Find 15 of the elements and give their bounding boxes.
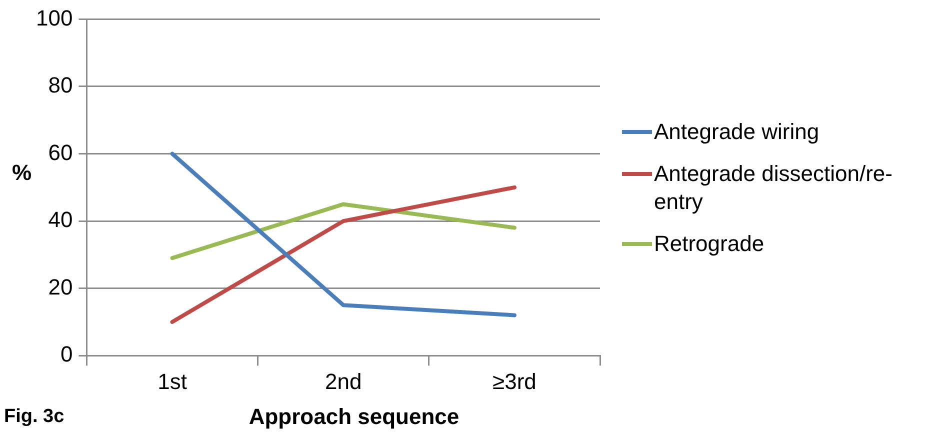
legend-label: Antegrade dissection/re-entry <box>654 160 894 216</box>
y-axis-title: % <box>12 160 32 186</box>
legend-label: Antegrade wiring <box>654 118 820 146</box>
y-tick-label: 60 <box>48 140 73 165</box>
x-tick-label: ≥3rd <box>492 368 536 394</box>
caption: Fig. 3c <box>4 406 64 428</box>
y-tick-label: 40 <box>48 207 73 232</box>
x-tick-label: 2nd <box>324 368 362 394</box>
legend-label: Retrograde <box>654 230 764 258</box>
x-axis-title: Approach sequence <box>248 404 460 430</box>
y-tick-label: 100 <box>36 5 73 30</box>
y-tick-label: 20 <box>48 274 73 300</box>
x-tick-label: 1st <box>158 368 187 394</box>
y-tick-label: 80 <box>48 72 73 98</box>
y-tick-label: 0 <box>60 342 73 367</box>
